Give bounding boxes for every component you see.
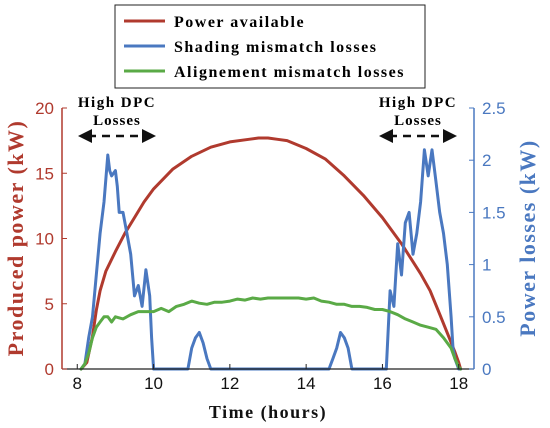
legend-label-alignment: Alignement mismatch losses: [174, 64, 405, 81]
y-axis-title-left: Produced power (kW): [3, 120, 28, 357]
annotation-left-line1: High DPC: [78, 95, 156, 111]
y-tick-label-left: 5: [45, 295, 54, 314]
series-shading-losses: [79, 148, 463, 371]
y-tick-label-left: 0: [45, 360, 54, 379]
annotation-left: High DPC Losses: [78, 95, 156, 143]
y-tick-label-right: 2.5: [482, 99, 506, 118]
y-tick-label-right: 1.5: [482, 203, 506, 222]
series-layer: [79, 136, 463, 371]
legend-label-shading: Shading mismatch losses: [174, 39, 377, 56]
x-tick-label: 16: [373, 374, 392, 393]
annotation-right-line1: High DPC: [379, 95, 457, 111]
legend: Power available Shading mismatch losses …: [114, 4, 426, 89]
y-tick-label-right: 0: [482, 360, 491, 379]
annotation-right-arrowhead-r: [443, 129, 457, 143]
annotation-right: High DPC Losses: [379, 95, 457, 143]
x-tick-label: 18: [449, 374, 468, 393]
legend-box: [114, 4, 426, 89]
x-tick-label: 10: [144, 374, 163, 393]
tick-layer: 8 10 12 14 16 18 0 5 10 15 20 0 0.5 1 1.5 2 2.5: [35, 99, 506, 393]
y-tick-label-left: 20: [35, 99, 54, 118]
annotation-right-arrowhead-l: [379, 129, 393, 143]
y-tick-label-right: 2: [482, 151, 491, 170]
x-tick-label: 8: [73, 374, 82, 393]
x-tick-label: 14: [297, 374, 316, 393]
y-axis-title-right: Power losses (kW): [515, 139, 540, 336]
annotation-left-line2: Losses: [93, 113, 141, 129]
annotation-left-arrowhead-r: [142, 129, 156, 143]
legend-label-power: Power available: [174, 14, 305, 31]
x-tick-label: 12: [220, 374, 239, 393]
series-alignment-losses: [79, 296, 463, 371]
y-tick-label-right: 0.5: [482, 308, 506, 327]
x-axis-title: Time (hours): [209, 402, 327, 423]
series-power-available: [79, 136, 463, 371]
annotation-left-arrowhead-l: [78, 129, 92, 143]
y-tick-label-left: 10: [35, 230, 54, 249]
y-tick-label-left: 15: [35, 164, 54, 183]
y-tick-label-right: 1: [482, 256, 491, 275]
annotation-right-line2: Losses: [394, 113, 442, 129]
